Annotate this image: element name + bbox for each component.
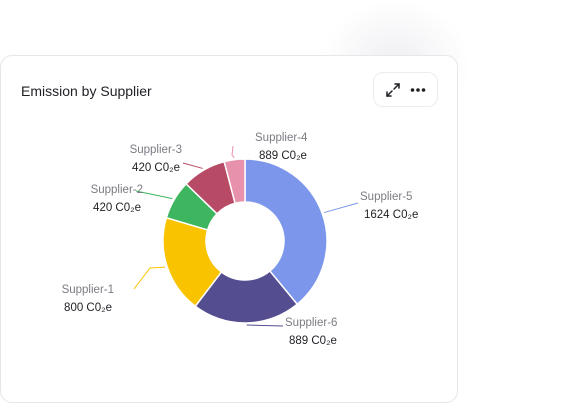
- label-name-supplier-4: Supplier-4: [255, 132, 308, 144]
- label-name-supplier-2: Supplier-2: [91, 184, 143, 196]
- card-title: Emission by Supplier: [21, 83, 152, 99]
- chart-toolbar: [373, 72, 438, 107]
- leader-line-supplier-5: [323, 202, 359, 214]
- label-name-supplier-5: Supplier-5: [360, 191, 412, 203]
- expand-icon: [386, 82, 400, 97]
- label-value-supplier-6: 889 C0₂e: [289, 335, 337, 347]
- label-name-supplier-3: Supplier-3: [130, 144, 182, 156]
- leader-line-supplier-3: [182, 162, 203, 169]
- slice-supplier-5[interactable]: [244, 158, 328, 306]
- label-name-supplier-6: Supplier-6: [285, 317, 337, 329]
- label-value-supplier-2: 420 C0₂e: [93, 202, 141, 214]
- label-value-supplier-5: 1624 C0₂e: [364, 209, 418, 221]
- more-horizontal-icon: [410, 87, 426, 92]
- label-value-supplier-1: 800 C0₂e: [64, 302, 112, 314]
- chart-card: Emission by Supplier: [0, 55, 458, 403]
- leader-line-supplier-2: [135, 190, 173, 200]
- leader-line-supplier-4: [231, 145, 235, 159]
- leader-line-supplier-1: [133, 266, 166, 290]
- expand-button[interactable]: [382, 79, 404, 101]
- more-options-button[interactable]: [407, 79, 429, 101]
- label-value-supplier-3: 420 C0₂e: [132, 162, 180, 174]
- label-name-supplier-1: Supplier-1: [62, 284, 114, 296]
- slice-supplier-4[interactable]: [223, 158, 246, 205]
- leader-line-supplier-6: [246, 324, 284, 327]
- label-value-supplier-4: 889 C0₂e: [259, 150, 307, 162]
